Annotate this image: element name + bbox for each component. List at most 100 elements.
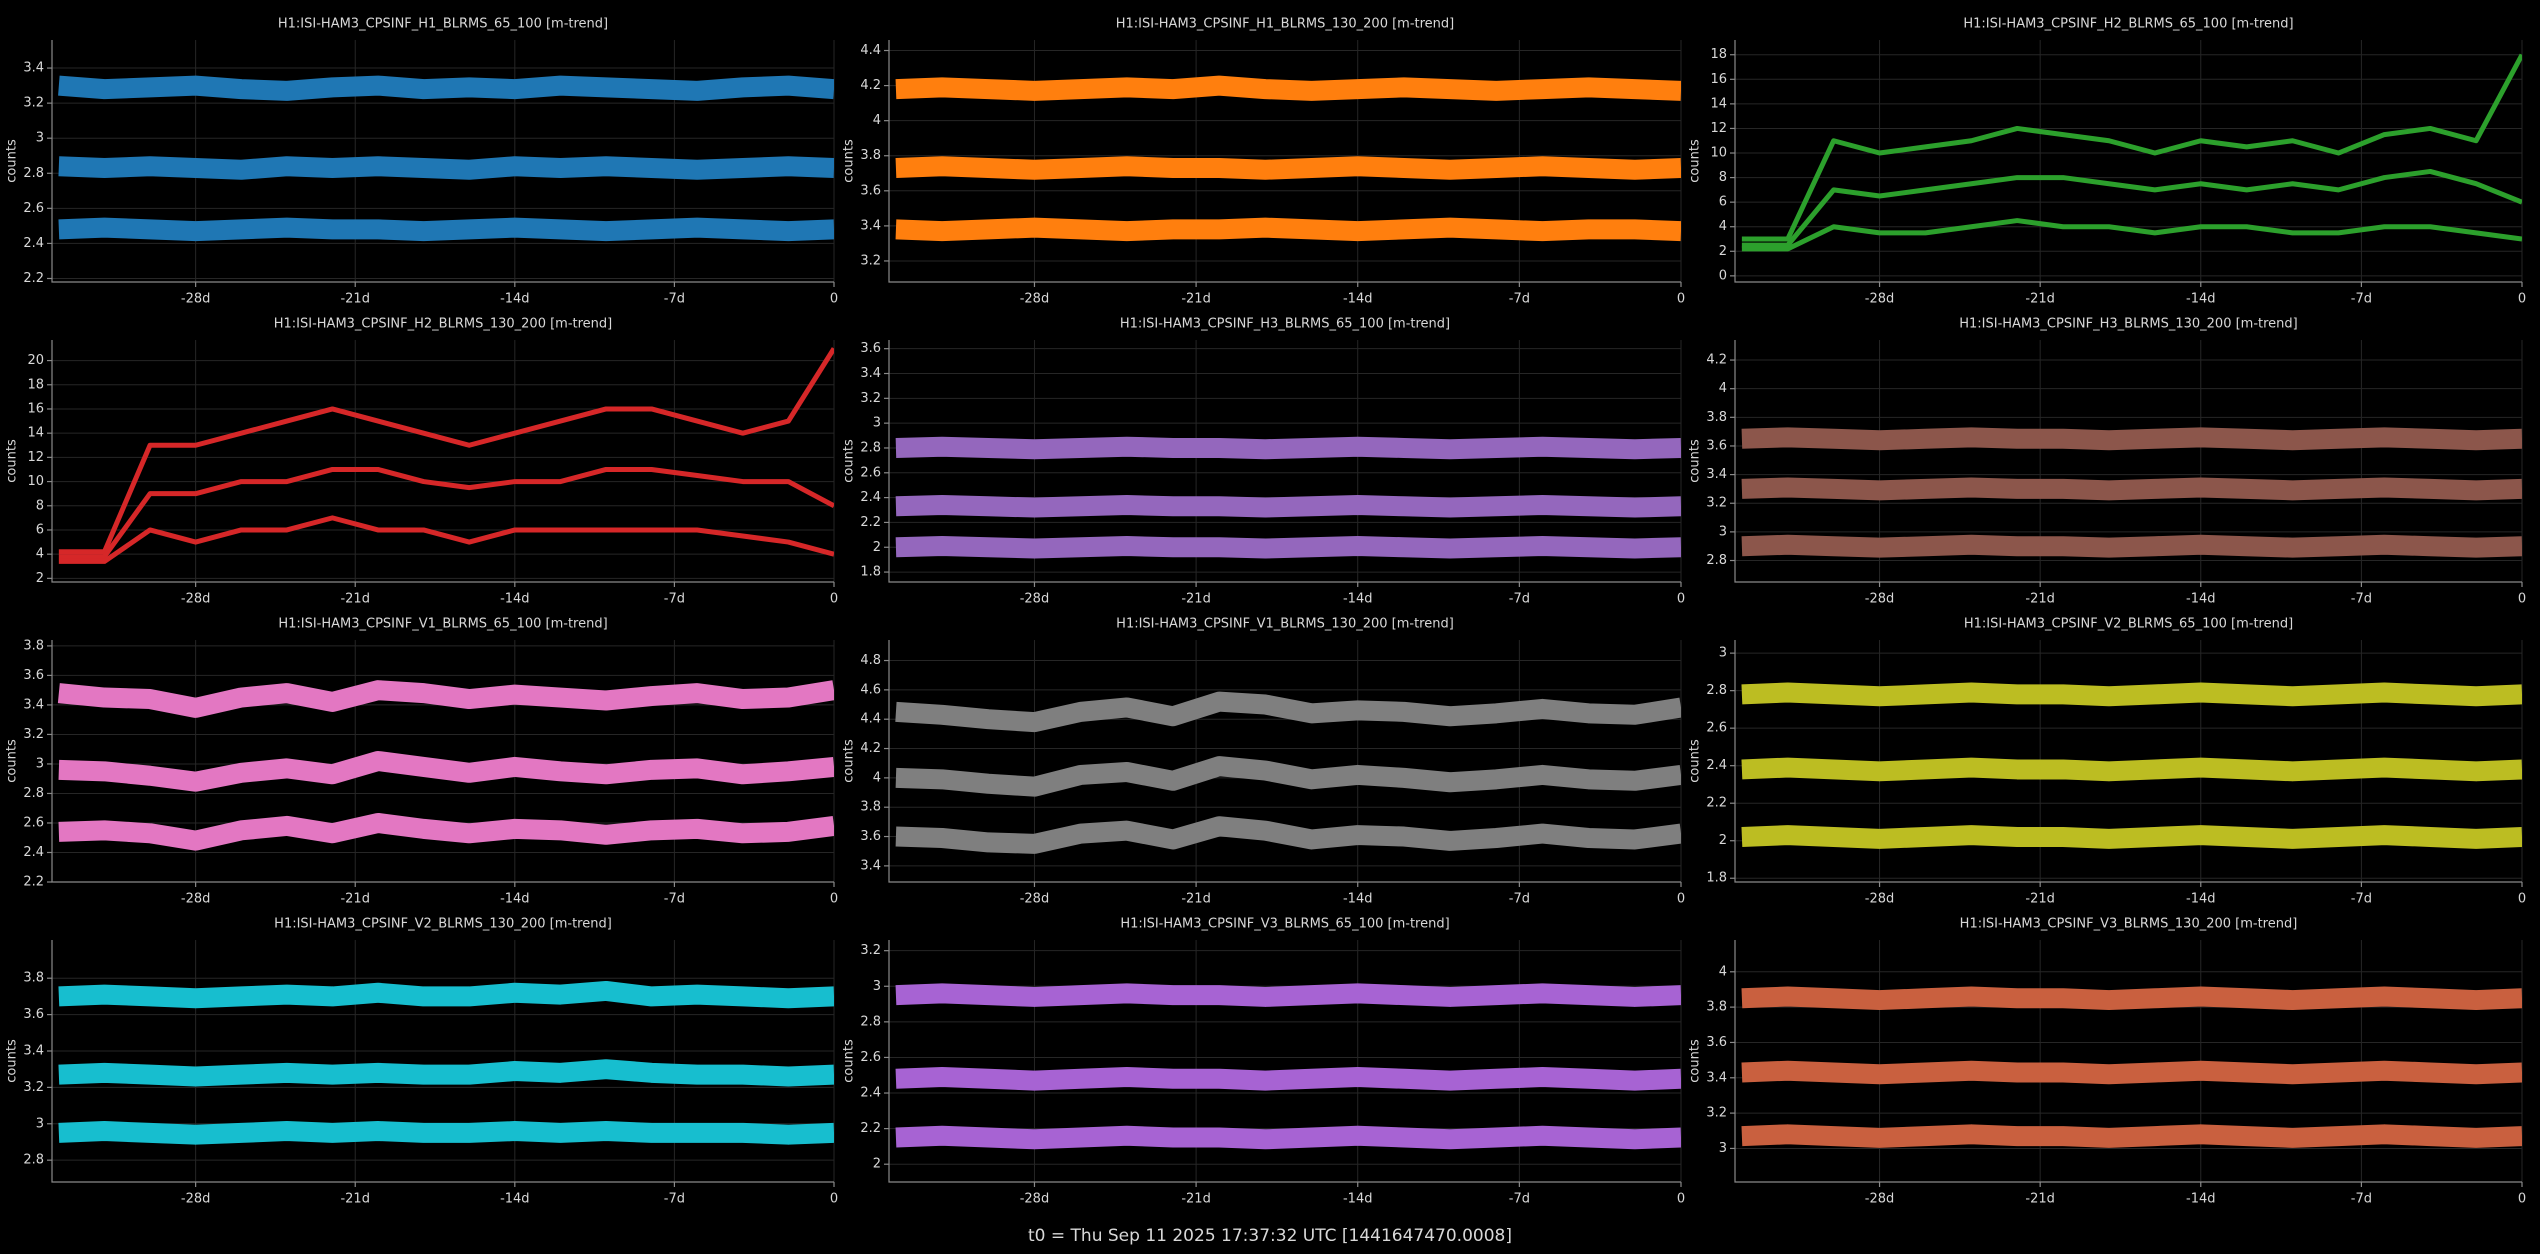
x-tick-label: -7d bbox=[1509, 292, 1530, 307]
y-tick-label: 4 bbox=[873, 770, 881, 785]
y-tick-label: 3.8 bbox=[23, 638, 44, 653]
y-tick-label: 12 bbox=[27, 450, 44, 465]
x-tick-label: -14d bbox=[500, 292, 530, 307]
x-tick-label: 0 bbox=[2518, 892, 2526, 907]
y-tick-label: 4.8 bbox=[860, 653, 881, 668]
x-tick-label: -14d bbox=[1343, 592, 1373, 607]
axis-line bbox=[888, 640, 1681, 883]
x-tick-label: -7d bbox=[2351, 892, 2372, 907]
data-band bbox=[895, 691, 1681, 733]
panel: H1:ISI-HAM3_CPSINF_H2_BLRMS_130_200 [m-t… bbox=[5, 317, 839, 607]
y-tick-label: 3.2 bbox=[1706, 496, 1727, 511]
x-tick-label: -7d bbox=[1509, 1192, 1530, 1207]
data-band bbox=[57, 680, 834, 718]
y-tick-label: 3.2 bbox=[23, 96, 44, 111]
data-band bbox=[895, 75, 1681, 101]
y-tick-label: 3 bbox=[36, 1116, 44, 1131]
panel: H1:ISI-HAM3_CPSINF_H3_BLRMS_65_100 [m-tr… bbox=[842, 317, 1686, 607]
y-tick-label: 2.6 bbox=[860, 1050, 881, 1065]
data-band bbox=[58, 217, 834, 242]
y-tick-label: 4.6 bbox=[860, 682, 881, 697]
axis-line bbox=[51, 40, 834, 283]
y-tick-label: 3.8 bbox=[23, 971, 44, 986]
data-band bbox=[1741, 534, 2522, 558]
y-tick-label: 2.8 bbox=[1706, 553, 1727, 568]
y-axis-label: counts bbox=[842, 1039, 857, 1083]
y-tick-label: 3.4 bbox=[1706, 467, 1727, 482]
x-tick-label: -7d bbox=[664, 892, 685, 907]
data-band bbox=[1741, 168, 2522, 248]
axis-line bbox=[888, 340, 1681, 583]
x-tick-label: -28d bbox=[1020, 592, 1050, 607]
y-tick-label: 2.4 bbox=[1706, 758, 1727, 773]
data-band bbox=[58, 75, 834, 101]
data-band bbox=[895, 1067, 1681, 1091]
y-tick-label: 4.2 bbox=[1706, 353, 1727, 368]
panel-title: H1:ISI-HAM3_CPSINF_H2_BLRMS_130_200 [m-t… bbox=[274, 317, 613, 332]
data-band bbox=[1741, 218, 2522, 252]
y-tick-label: 2 bbox=[1719, 833, 1727, 848]
x-tick-label: -14d bbox=[2186, 1192, 2216, 1207]
x-tick-label: -21d bbox=[340, 292, 370, 307]
x-tick-label: -14d bbox=[2186, 292, 2216, 307]
panel: H1:ISI-HAM3_CPSINF_H3_BLRMS_130_200 [m-t… bbox=[1688, 317, 2527, 607]
y-tick-label: 2.2 bbox=[23, 271, 44, 286]
axis-line bbox=[1734, 940, 2522, 1183]
panel: H1:ISI-HAM3_CPSINF_V1_BLRMS_130_200 [m-t… bbox=[842, 617, 1686, 907]
x-tick-label: -21d bbox=[2025, 1192, 2055, 1207]
y-tick-label: 10 bbox=[1710, 146, 1727, 161]
panel: H1:ISI-HAM3_CPSINF_V2_BLRMS_65_100 [m-tr… bbox=[1688, 617, 2527, 907]
data-band bbox=[58, 347, 834, 555]
y-tick-label: 2.8 bbox=[23, 166, 44, 181]
data-band bbox=[895, 756, 1681, 797]
x-tick-label: 0 bbox=[2518, 292, 2526, 307]
y-tick-label: 3.6 bbox=[23, 668, 44, 683]
panel-title: H1:ISI-HAM3_CPSINF_V3_BLRMS_65_100 [m-tr… bbox=[1120, 917, 1449, 932]
panel-title: H1:ISI-HAM3_CPSINF_H3_BLRMS_130_200 [m-t… bbox=[1959, 317, 2298, 332]
data-band bbox=[895, 983, 1681, 1007]
y-tick-label: 3 bbox=[36, 756, 44, 771]
y-tick-label: 4 bbox=[1719, 964, 1727, 979]
panel-title: H1:ISI-HAM3_CPSINF_V2_BLRMS_65_100 [m-tr… bbox=[1964, 617, 2293, 632]
x-tick-label: -7d bbox=[664, 292, 685, 307]
y-tick-label: 3.8 bbox=[1706, 410, 1727, 425]
x-tick-label: -14d bbox=[1343, 292, 1373, 307]
panel: H1:ISI-HAM3_CPSINF_V1_BLRMS_65_100 [m-tr… bbox=[5, 617, 839, 907]
data-band bbox=[895, 816, 1681, 854]
y-tick-label: 3.2 bbox=[860, 943, 881, 958]
x-tick-label: -21d bbox=[1181, 292, 1211, 307]
x-tick-label: 0 bbox=[830, 1192, 838, 1207]
x-tick-label: 0 bbox=[1677, 892, 1685, 907]
y-tick-label: 3.2 bbox=[860, 253, 881, 268]
y-tick-label: 3.8 bbox=[1706, 1000, 1727, 1015]
data-band bbox=[1741, 825, 2522, 849]
panel: H1:ISI-HAM3_CPSINF_H1_BLRMS_65_100 [m-tr… bbox=[5, 17, 839, 307]
data-band bbox=[895, 217, 1681, 242]
y-tick-label: 3 bbox=[873, 416, 881, 431]
y-tick-label: 3.6 bbox=[860, 829, 881, 844]
x-tick-label: -21d bbox=[1181, 892, 1211, 907]
y-tick-label: 3.2 bbox=[860, 391, 881, 406]
footer-time: t0 = Thu Sep 11 2025 17:37:32 UTC [14416… bbox=[1028, 1226, 1512, 1246]
y-tick-label: 3.2 bbox=[23, 1080, 44, 1095]
y-tick-label: 1.8 bbox=[860, 565, 881, 580]
y-tick-label: 4 bbox=[873, 113, 881, 128]
y-tick-label: 20 bbox=[27, 353, 44, 368]
y-tick-label: 3.6 bbox=[1706, 438, 1727, 453]
y-tick-label: 0 bbox=[1719, 268, 1727, 283]
panel-title: H1:ISI-HAM3_CPSINF_V1_BLRMS_65_100 [m-tr… bbox=[278, 617, 607, 632]
data-band bbox=[58, 515, 834, 564]
x-tick-label: -7d bbox=[2351, 592, 2372, 607]
x-tick-label: -28d bbox=[181, 1192, 211, 1207]
panel-title: H1:ISI-HAM3_CPSINF_V3_BLRMS_130_200 [m-t… bbox=[1960, 917, 2298, 932]
data-band bbox=[58, 1059, 834, 1087]
data-band bbox=[58, 812, 834, 851]
axis-line bbox=[51, 940, 834, 1183]
data-band bbox=[58, 466, 834, 560]
x-tick-label: -28d bbox=[181, 292, 211, 307]
y-tick-label: 4.2 bbox=[860, 741, 881, 756]
y-tick-label: 2.4 bbox=[23, 845, 44, 860]
y-axis-label: counts bbox=[842, 439, 857, 483]
y-tick-label: 2 bbox=[1719, 244, 1727, 259]
y-tick-label: 4.4 bbox=[860, 43, 881, 58]
